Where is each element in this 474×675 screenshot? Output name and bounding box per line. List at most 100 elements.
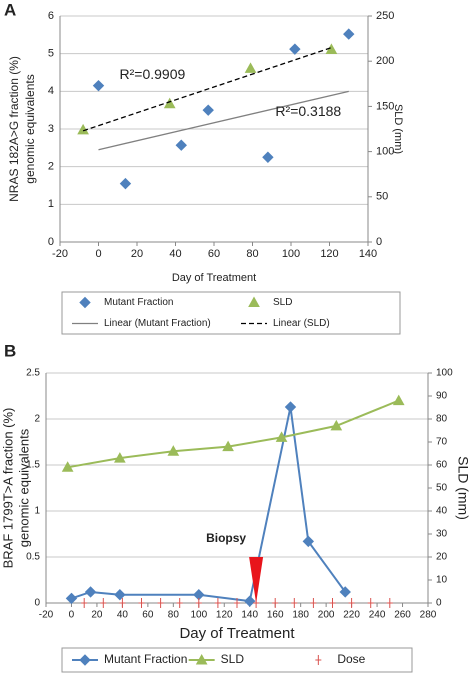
x-tick-label: 0 bbox=[69, 610, 75, 621]
y2-tick-label: 50 bbox=[376, 191, 388, 203]
x-tick-label: 60 bbox=[142, 610, 154, 621]
y-tick-label: 3 bbox=[48, 123, 54, 135]
y-tick-label: 6 bbox=[48, 10, 54, 22]
annotation: Biopsy bbox=[206, 531, 246, 545]
data-point bbox=[114, 452, 126, 463]
x-axis-label: Day of Treatment bbox=[172, 272, 256, 284]
legend-label: SLD bbox=[221, 652, 245, 666]
data-point bbox=[348, 598, 355, 608]
series-line bbox=[82, 47, 332, 132]
legend-label: SLD bbox=[273, 297, 292, 308]
y-tick-label: 0 bbox=[48, 236, 54, 248]
legend-swatch-marker bbox=[248, 296, 260, 307]
legend-box bbox=[61, 647, 413, 673]
data-point bbox=[100, 598, 107, 608]
x-tick-label: 220 bbox=[343, 610, 360, 621]
x-tick-label: 120 bbox=[216, 610, 233, 621]
y2-tick-label: 40 bbox=[436, 506, 448, 517]
y2-tick-label: 200 bbox=[376, 55, 394, 67]
data-point bbox=[343, 28, 355, 40]
y2-tick-label: 80 bbox=[436, 414, 448, 425]
y2-tick-label: 20 bbox=[436, 552, 448, 563]
x-tick-label: -20 bbox=[39, 610, 54, 621]
x-tick-label: 20 bbox=[91, 610, 103, 621]
x-tick-label: 140 bbox=[241, 610, 258, 621]
data-point bbox=[310, 598, 317, 608]
y2-tick-label: 100 bbox=[436, 368, 453, 379]
legend-item: SLD bbox=[248, 296, 292, 308]
data-point bbox=[157, 598, 164, 608]
y-axis-label: BRAF 1799T>A fraction (%) bbox=[0, 408, 15, 569]
legend-item: Dose bbox=[315, 652, 366, 666]
data-point bbox=[167, 445, 180, 456]
data-point bbox=[262, 151, 274, 163]
data-point bbox=[291, 598, 298, 608]
legend-box bbox=[61, 291, 401, 335]
data-point bbox=[195, 598, 202, 608]
y2-tick-label: 30 bbox=[436, 529, 448, 540]
y-tick-label: 1 bbox=[34, 506, 40, 517]
x-tick-label: 40 bbox=[117, 610, 129, 621]
y2-tick-label: 10 bbox=[436, 575, 448, 586]
y-tick-label: 0 bbox=[34, 598, 40, 609]
x-axis-label: Day of Treatment bbox=[179, 625, 295, 642]
annotation: R²=0.3188 bbox=[275, 103, 341, 119]
x-tick-label: 20 bbox=[131, 248, 143, 260]
x-tick-label: 140 bbox=[359, 248, 377, 260]
legend-swatch-marker bbox=[195, 653, 208, 665]
y2-tick-label: 70 bbox=[436, 437, 448, 448]
y2-tick-label: 0 bbox=[436, 598, 442, 609]
legend-item: Linear (SLD) bbox=[241, 318, 330, 329]
legend-label: Mutant Fraction bbox=[104, 297, 173, 308]
data-point bbox=[329, 598, 336, 608]
y2-tick-label: 150 bbox=[376, 100, 394, 112]
data-point bbox=[367, 598, 374, 608]
legend-swatch-marker bbox=[315, 655, 322, 665]
x-tick-label: -20 bbox=[52, 248, 68, 260]
x-tick-label: 100 bbox=[282, 248, 300, 260]
x-tick-label: 160 bbox=[267, 610, 284, 621]
y2-axis-label: SLD (mm) bbox=[455, 456, 471, 520]
y-tick-label: 0.5 bbox=[26, 552, 40, 563]
y2-tick-label: 60 bbox=[436, 460, 448, 471]
data-point bbox=[175, 139, 187, 151]
y2-tick-label: 0 bbox=[376, 236, 382, 248]
y-axis-label: NRAS 182A>G fraction (%) bbox=[7, 56, 21, 202]
x-tick-label: 80 bbox=[246, 248, 258, 260]
y2-axis-label: SLD (mm) bbox=[392, 104, 404, 154]
y-axis-label: genomic equivalents bbox=[23, 74, 37, 183]
data-point bbox=[289, 43, 301, 55]
x-tick-label: 260 bbox=[394, 610, 411, 621]
data-point bbox=[119, 598, 126, 608]
legend-label: Mutant Fraction bbox=[104, 652, 187, 666]
data-point bbox=[81, 598, 88, 608]
legend-label: Dose bbox=[337, 652, 365, 666]
x-tick-label: 200 bbox=[318, 610, 335, 621]
y2-tick-label: 50 bbox=[436, 483, 448, 494]
series-line bbox=[71, 406, 347, 603]
data-point bbox=[284, 401, 297, 413]
annotation-arrow bbox=[249, 557, 264, 603]
data-point bbox=[386, 598, 393, 608]
y2-tick-label: 250 bbox=[376, 10, 394, 22]
data-point bbox=[202, 104, 214, 116]
data-point bbox=[214, 598, 221, 608]
panel-label: A bbox=[4, 0, 16, 19]
data-point bbox=[339, 586, 351, 598]
annotation: R²=0.9909 bbox=[120, 66, 186, 82]
x-tick-label: 120 bbox=[320, 248, 338, 260]
y-tick-label: 5 bbox=[48, 48, 54, 60]
x-tick-label: 100 bbox=[190, 610, 207, 621]
data-point bbox=[114, 589, 126, 601]
y2-tick-label: 100 bbox=[376, 146, 394, 158]
y-tick-label: 1 bbox=[48, 198, 54, 210]
x-tick-label: 240 bbox=[369, 610, 386, 621]
data-point bbox=[92, 79, 105, 92]
legend-item: Mutant Fraction bbox=[79, 296, 173, 309]
y-tick-label: 1.5 bbox=[26, 460, 40, 471]
legend-item: SLD bbox=[188, 652, 245, 666]
legend-label: Linear (SLD) bbox=[273, 318, 330, 329]
x-tick-label: 60 bbox=[208, 248, 220, 260]
y-tick-label: 2.5 bbox=[26, 368, 40, 379]
x-tick-label: 280 bbox=[420, 610, 437, 621]
